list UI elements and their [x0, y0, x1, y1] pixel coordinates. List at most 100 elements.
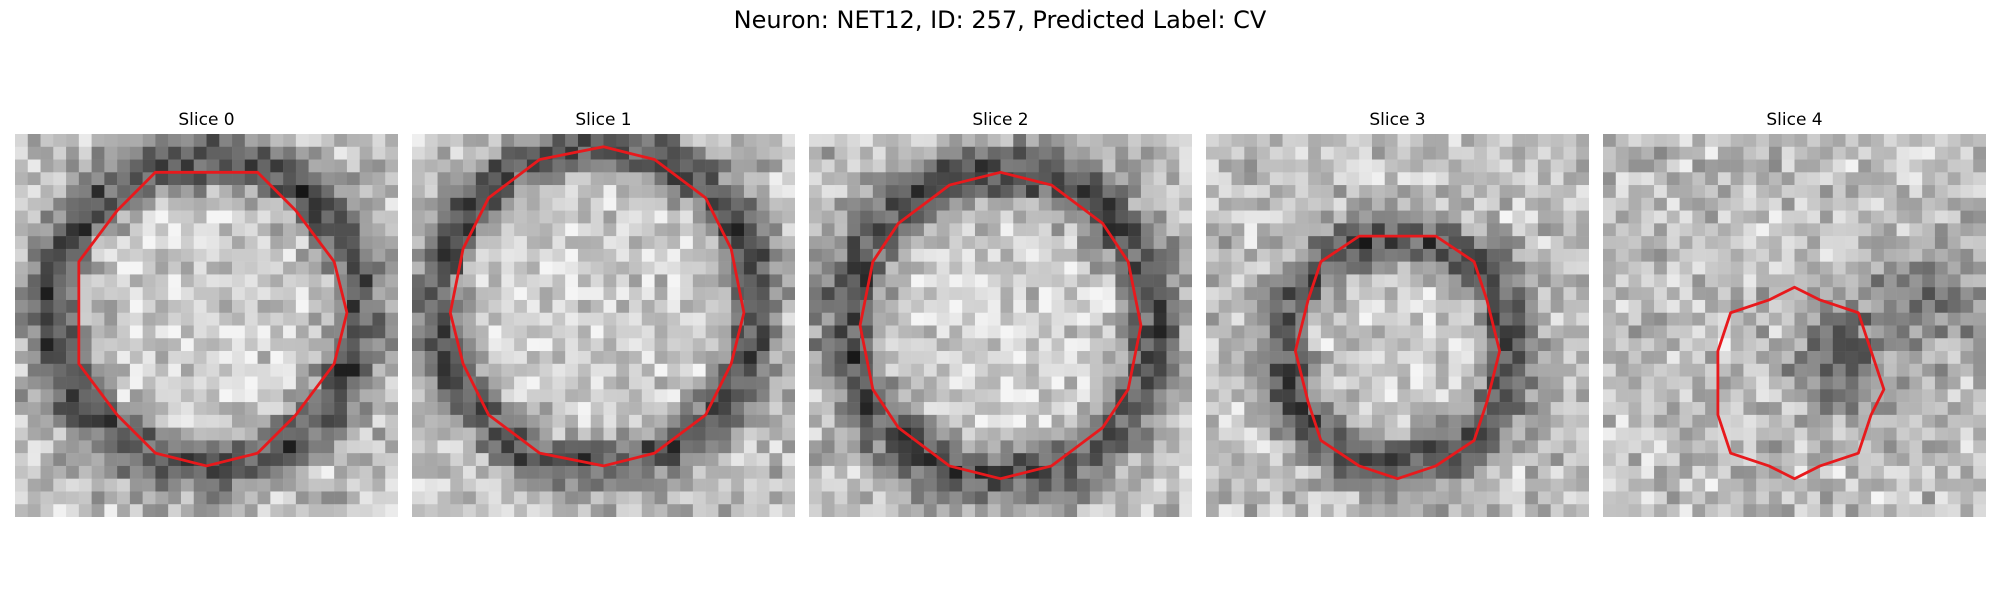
pixel — [988, 428, 1001, 441]
pixel — [911, 491, 924, 504]
pixel — [476, 172, 489, 185]
pixel — [527, 198, 540, 211]
pixel — [1603, 198, 1616, 211]
pixel — [1782, 389, 1795, 402]
pixel — [143, 287, 156, 300]
pixel — [860, 402, 873, 415]
pixel — [1219, 466, 1232, 479]
slice-image — [1206, 134, 1589, 517]
pixel — [1436, 415, 1449, 428]
pixel — [1629, 198, 1642, 211]
pixel — [1833, 428, 1846, 441]
pixel — [1909, 440, 1922, 453]
pixel — [1128, 402, 1141, 415]
pixel — [1922, 287, 1935, 300]
pixel — [1512, 300, 1525, 313]
pixel — [1654, 274, 1667, 287]
pixel — [527, 351, 540, 364]
pixel — [245, 402, 258, 415]
pixel — [372, 504, 385, 517]
pixel — [1960, 428, 1973, 441]
pixel — [1398, 377, 1411, 390]
pixel — [1385, 287, 1398, 300]
pixel — [1039, 236, 1052, 249]
pixel — [835, 402, 848, 415]
pixel — [924, 223, 937, 236]
pixel — [1603, 504, 1616, 517]
pixel — [1474, 249, 1487, 262]
pixel — [757, 287, 770, 300]
pixel — [1334, 300, 1347, 313]
pixel — [1398, 428, 1411, 441]
pixel — [194, 223, 207, 236]
pixel — [578, 249, 591, 262]
pixel — [143, 453, 156, 466]
pixel — [1295, 262, 1308, 275]
pixel — [1731, 160, 1744, 173]
pixel — [1449, 364, 1462, 377]
pixel — [1141, 377, 1154, 390]
pixel — [527, 491, 540, 504]
pixel — [1538, 134, 1551, 147]
pixel — [219, 389, 232, 402]
pixel — [143, 185, 156, 198]
pixel — [1692, 326, 1705, 339]
pixel — [1179, 453, 1192, 466]
pixel — [1461, 364, 1474, 377]
pixel — [962, 198, 975, 211]
pixel — [552, 389, 565, 402]
pixel — [296, 236, 309, 249]
pixel — [1154, 198, 1167, 211]
pixel — [667, 504, 680, 517]
pixel — [578, 402, 591, 415]
pixel — [949, 134, 962, 147]
pixel — [28, 160, 41, 173]
pixel — [1782, 300, 1795, 313]
pixel — [1232, 236, 1245, 249]
pixel — [1705, 185, 1718, 198]
pixel — [1641, 287, 1654, 300]
pixel — [425, 274, 438, 287]
pixel — [1013, 185, 1026, 198]
pixel — [1013, 300, 1026, 313]
pixel — [1154, 364, 1167, 377]
pixel — [1013, 428, 1026, 441]
pixel — [1871, 262, 1884, 275]
pixel — [1871, 198, 1884, 211]
pixel — [385, 504, 398, 517]
pixel — [1667, 185, 1680, 198]
pixel — [15, 313, 28, 326]
pixel — [680, 377, 693, 390]
pixel — [706, 262, 719, 275]
pixel — [642, 198, 655, 211]
pixel — [1525, 147, 1538, 160]
pixel — [372, 287, 385, 300]
pixel — [642, 172, 655, 185]
pixel — [1461, 338, 1474, 351]
pixel — [1270, 440, 1283, 453]
pixel — [591, 274, 604, 287]
pixel — [1283, 479, 1296, 492]
pixel — [232, 274, 245, 287]
pixel — [15, 415, 28, 428]
pixel — [1154, 211, 1167, 224]
pixel — [28, 338, 41, 351]
pixel — [975, 262, 988, 275]
pixel — [1359, 134, 1372, 147]
pixel — [245, 491, 258, 504]
pixel — [1973, 351, 1986, 364]
pixel — [1321, 287, 1334, 300]
pixel — [1090, 185, 1103, 198]
pixel — [232, 134, 245, 147]
pixel — [309, 491, 322, 504]
pixel — [1334, 326, 1347, 339]
pixel — [988, 198, 1001, 211]
pixel — [1551, 236, 1564, 249]
pixel — [321, 440, 334, 453]
pixel — [1705, 198, 1718, 211]
pixel — [718, 134, 731, 147]
pixel — [949, 491, 962, 504]
pixel — [1398, 326, 1411, 339]
pixel — [1756, 377, 1769, 390]
pixel — [385, 466, 398, 479]
